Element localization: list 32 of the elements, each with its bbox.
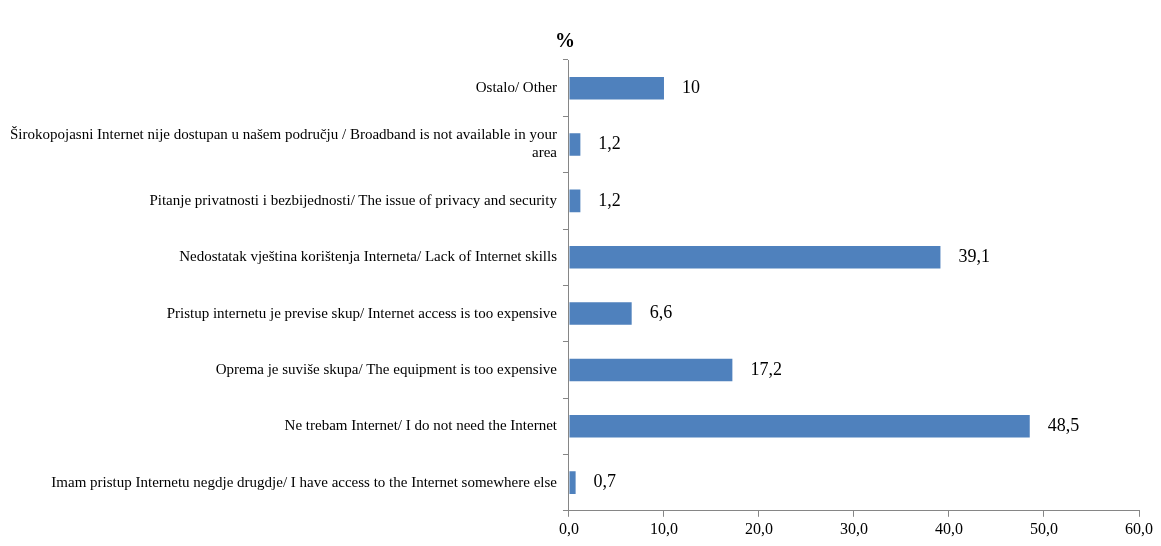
x-tick-label: 60,0	[1125, 519, 1153, 537]
data-label: 39,1	[958, 245, 990, 266]
data-label: 0,7	[593, 471, 617, 492]
y-tick-label: Ne trebam Internet/ I do not need the Internet	[284, 417, 558, 434]
bar	[569, 133, 581, 156]
bar	[569, 471, 576, 494]
y-tick-label: Pristup internetu je previse skup/ Internet access is too expensive	[166, 304, 558, 321]
data-label: 48,5	[1047, 415, 1080, 436]
x-tick-label: 0,0	[558, 519, 579, 537]
x-tick-label: 20,0	[744, 519, 773, 537]
data-label: 17,2	[750, 358, 782, 379]
y-tick-label: Širokopojasni Internet nije dostupan u našem području / Broadband is not available in your area	[9, 126, 558, 161]
y-tick-label: Oprema je suviše skupa/ The equipment is too expensive	[215, 360, 558, 377]
data-label: 6,6	[649, 302, 673, 323]
bar	[569, 358, 733, 382]
x-axis-title: %	[554, 29, 575, 52]
x-tick-label: 10,0	[649, 519, 678, 537]
data-label: 10	[681, 76, 700, 97]
y-tick-label: Imam pristup Internetu negdje drugdje/ I have access to the Internet somewhere else	[51, 473, 558, 490]
bar	[569, 189, 581, 213]
y-tick-label: Ostalo/ Other	[475, 79, 557, 96]
x-tick-label: 40,0	[934, 519, 963, 537]
x-tick-label: 50,0	[1030, 519, 1058, 537]
data-label: 1,2	[598, 189, 621, 210]
bar	[569, 76, 664, 100]
x-tick-label: 30,0	[839, 519, 868, 537]
bar	[569, 415, 1030, 438]
y-tick-label: Nedostatak vještina korištenja Interneta/ Lack of Internet skills	[179, 248, 558, 265]
bar	[569, 302, 632, 325]
y-tick-label: Pitanje privatnosti i bezbijednosti/ The issue of privacy and security	[149, 191, 558, 208]
bar	[569, 245, 941, 269]
data-label: 1,2	[598, 133, 621, 154]
